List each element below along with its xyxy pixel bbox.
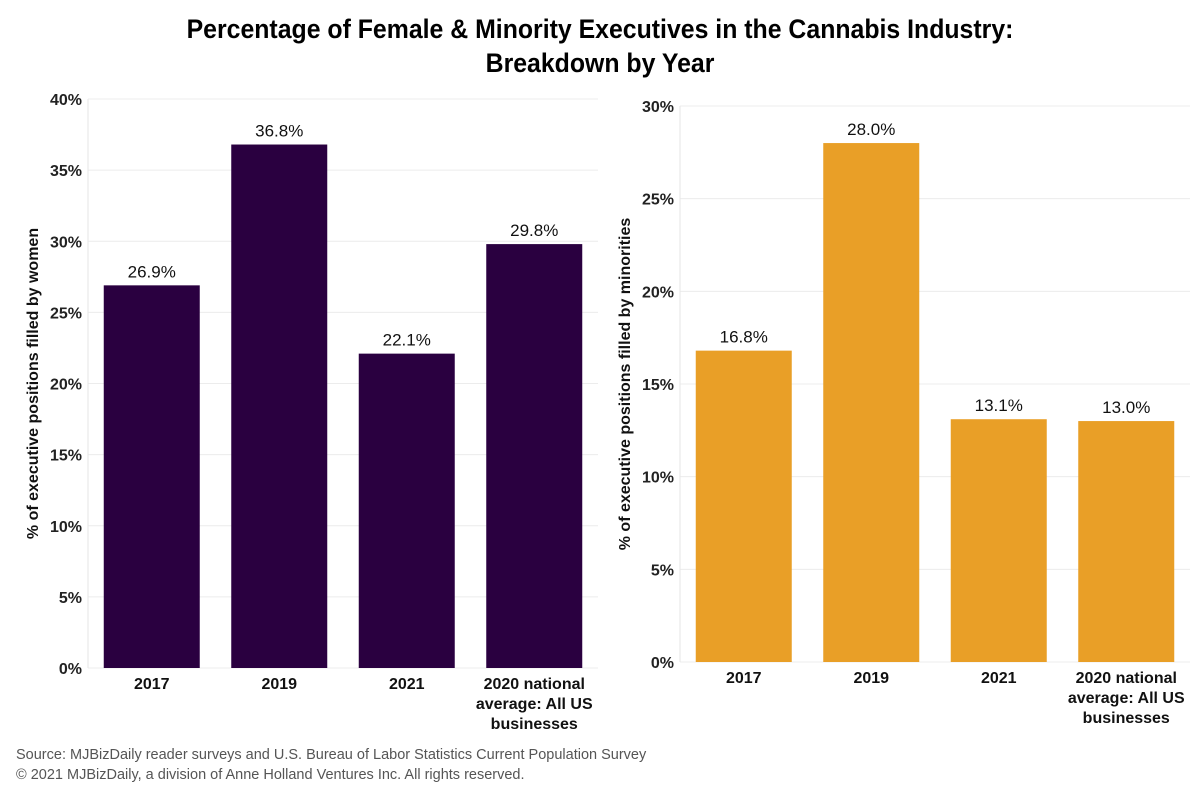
bar-minorities-3 <box>1078 421 1175 662</box>
x-tick-label: 2021 <box>389 676 425 693</box>
data-label: 28.0% <box>847 120 895 139</box>
women-executives-bar-chart: 0% 5% 10% 15% 20% 25% 30% 35% 40% % of executive … <box>25 92 598 733</box>
x-tick-label: average: All US <box>476 696 593 713</box>
bar-minorities-0 <box>695 350 792 662</box>
bar-minorities-2 <box>950 419 1047 662</box>
data-label: 22.1% <box>383 331 431 350</box>
bar-women-3 <box>486 244 583 668</box>
y-tick-label: 15% <box>50 448 82 465</box>
x-tick-label: 2019 <box>853 670 889 687</box>
data-label: 13.1% <box>975 396 1023 415</box>
bar-women-1 <box>231 144 328 668</box>
bar-minorities-1 <box>823 143 920 663</box>
x-tick-label: businesses <box>1083 710 1170 727</box>
minority-executives-bar-chart: 0% 5% 10% 15% 20% 25% 30% % of executive positi… <box>617 99 1190 727</box>
y-tick-label: 5% <box>651 562 674 579</box>
chart-title-line-1: Percentage of Female & Minority Executiv… <box>186 14 1014 44</box>
y-tick-label: 25% <box>50 305 82 322</box>
data-label: 13.0% <box>1102 398 1150 417</box>
x-tick-label: 2017 <box>726 670 762 687</box>
x-tick-label: average: All US <box>1068 690 1185 707</box>
chart-title: Percentage of Female & Minority Executiv… <box>48 12 1152 80</box>
copyright-note: © 2021 MJBizDaily, a division of Anne Ho… <box>16 767 525 783</box>
y-tick-label: 10% <box>50 519 82 536</box>
data-label: 16.8% <box>720 328 768 347</box>
y-tick-label: 0% <box>59 661 82 678</box>
y-tick-label: 35% <box>50 163 82 180</box>
y-axis-label: % of executive positions filled by minor… <box>617 218 634 551</box>
y-tick-label: 15% <box>642 377 674 394</box>
x-tick-label: 2019 <box>261 676 297 693</box>
bar-women-2 <box>358 353 455 668</box>
y-tick-label: 5% <box>59 590 82 607</box>
y-tick-label: 25% <box>642 192 674 209</box>
source-note: Source: MJBizDaily reader surveys and U.… <box>16 747 647 763</box>
y-tick-label: 20% <box>642 284 674 301</box>
y-tick-label: 20% <box>50 377 82 394</box>
data-label: 29.8% <box>510 221 558 240</box>
y-tick-label: 30% <box>50 234 82 251</box>
bar-women-0 <box>103 285 200 668</box>
y-tick-label: 30% <box>642 99 674 116</box>
chart-footer: Source: MJBizDaily reader surveys and U.… <box>16 745 646 785</box>
x-tick-label: 2017 <box>134 676 170 693</box>
data-label: 26.9% <box>128 262 176 281</box>
chart-title-line-2: Breakdown by Year <box>485 48 715 78</box>
x-tick-label: businesses <box>491 716 578 733</box>
data-label: 36.8% <box>255 122 303 141</box>
x-tick-label: 2020 national <box>484 676 585 693</box>
x-tick-label: 2020 national <box>1076 670 1177 687</box>
x-tick-label: 2021 <box>981 670 1017 687</box>
y-tick-label: 40% <box>50 92 82 109</box>
y-tick-label: 0% <box>651 655 674 672</box>
y-tick-label: 10% <box>642 470 674 487</box>
y-axis-label: % of executive positions filled by women <box>25 228 42 539</box>
